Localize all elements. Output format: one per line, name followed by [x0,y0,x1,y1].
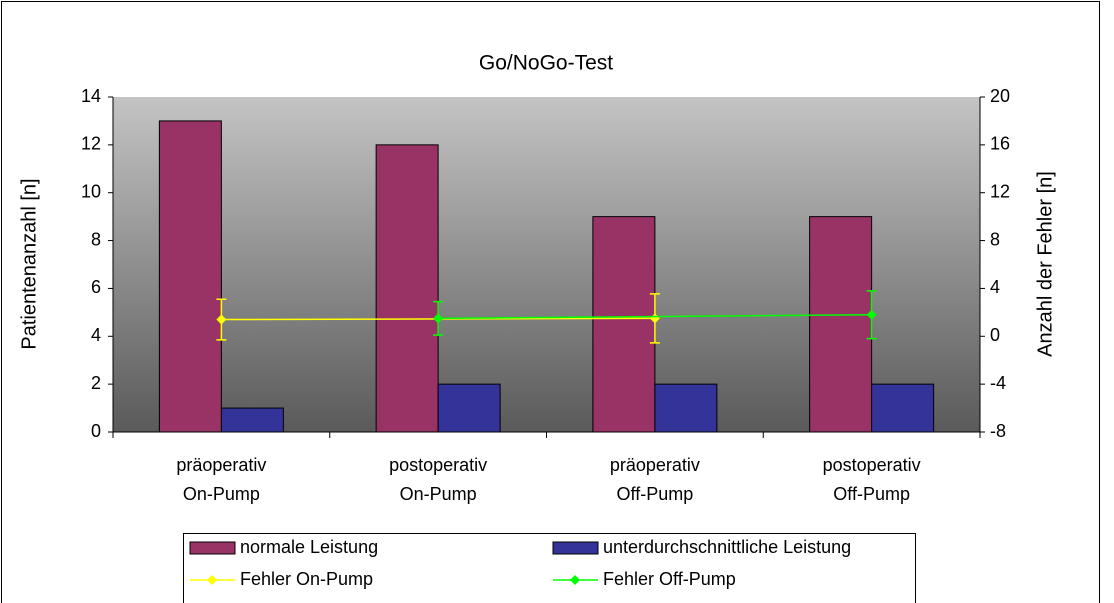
x-tick-label-line: postoperativ [389,455,487,475]
marker [866,309,877,320]
y-tick-label: 8 [91,229,101,249]
chart-title: Go/NoGo-Test [479,52,613,75]
x-tick-label: präoperativ On-Pump [176,455,266,504]
legend-marker [207,575,217,585]
legend-label: unterdurchschnittliche Leistung [603,537,851,557]
y-tick-label: 10 [81,181,101,201]
x-tick-label-line: On-Pump [183,484,260,504]
bar [158,120,222,433]
x-tick-label-line: Off-Pump [833,484,910,504]
marker [433,313,444,324]
x-tick-label-line: präoperativ [176,455,266,475]
legend-marker [570,575,580,585]
legend-swatch [552,541,599,555]
x-tick-label-line: postoperativ [823,455,921,475]
y-tick-label: 0 [91,421,101,441]
bar [654,383,718,433]
y2-tick-label: 0 [990,325,1000,345]
legend-box [183,533,916,603]
y2-tick-label: -8 [990,421,1006,441]
y-axis-label: Patientenanzahl [n] [18,178,40,349]
line [438,314,872,320]
marker [216,314,227,325]
x-tick-label-line: On-Pump [400,484,477,504]
legend-swatch [189,541,236,555]
y-tick-label: 2 [91,373,101,393]
bar [437,383,501,433]
x-tick-label-line: Off-Pump [617,484,694,504]
legend-label: normale Leistung [240,537,378,557]
bar [220,407,284,433]
y-tick-label: 6 [91,277,101,297]
y2-axis-label: Anzahl der Fehler [n] [1034,171,1056,357]
legend-label: Fehler Off-Pump [603,569,736,589]
y2-tick-label: -4 [990,373,1006,393]
bar [809,216,873,433]
x-tick-label-line: präoperativ [610,455,700,475]
y2-tick-label: 16 [990,134,1010,154]
bar [871,383,935,433]
bar [375,144,439,433]
x-tick-label: postoperativ On-Pump [389,455,487,504]
bar [592,216,656,433]
y2-tick-label: 8 [990,229,1000,249]
y-tick-label: 14 [81,86,101,106]
y2-tick-label: 20 [990,86,1010,106]
y2-tick-label: 4 [990,277,1000,297]
legend-label: Fehler On-Pump [240,569,373,589]
y2-tick-label: 12 [990,181,1010,201]
x-tick-label: präoperativ Off-Pump [610,455,700,504]
y-tick-label: 12 [81,134,101,154]
x-tick-label: postoperativ Off-Pump [823,455,921,504]
y-tick-label: 4 [91,325,101,345]
